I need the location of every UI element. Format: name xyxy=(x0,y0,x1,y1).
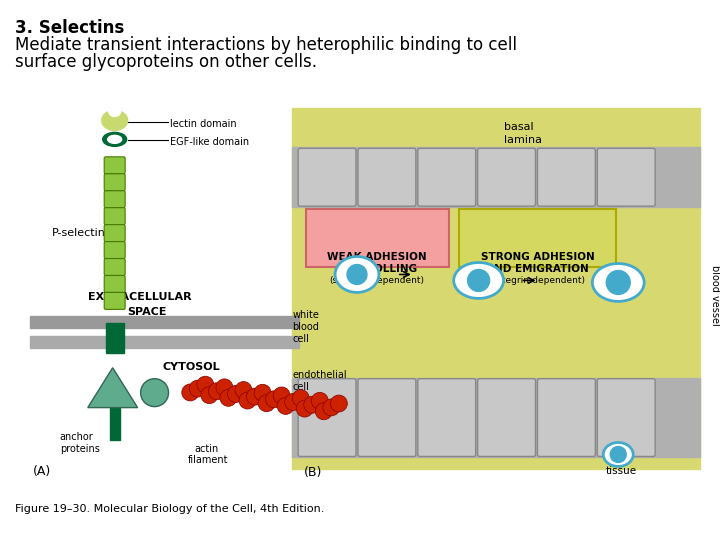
FancyBboxPatch shape xyxy=(104,191,125,208)
Text: endothelial: endothelial xyxy=(292,370,347,380)
Circle shape xyxy=(330,395,347,412)
Ellipse shape xyxy=(454,262,503,299)
Circle shape xyxy=(181,384,199,401)
Circle shape xyxy=(216,379,233,396)
Circle shape xyxy=(323,399,340,416)
FancyBboxPatch shape xyxy=(418,148,476,206)
FancyBboxPatch shape xyxy=(104,208,125,225)
Circle shape xyxy=(304,396,320,413)
FancyBboxPatch shape xyxy=(298,148,356,206)
Circle shape xyxy=(239,392,256,409)
Text: CYTOSOL: CYTOSOL xyxy=(163,362,220,372)
Text: EGF-like domain: EGF-like domain xyxy=(169,137,248,147)
Circle shape xyxy=(208,383,225,400)
Text: AND EMIGRATION: AND EMIGRATION xyxy=(486,264,589,274)
Text: anchor: anchor xyxy=(60,431,94,442)
Circle shape xyxy=(296,400,313,417)
Bar xyxy=(292,109,700,469)
Circle shape xyxy=(258,395,275,411)
Text: actin: actin xyxy=(194,443,219,454)
Text: blood: blood xyxy=(292,322,319,332)
Circle shape xyxy=(611,447,626,462)
Ellipse shape xyxy=(603,442,633,467)
Text: P-selectin: P-selectin xyxy=(52,228,106,238)
Circle shape xyxy=(197,376,214,393)
FancyBboxPatch shape xyxy=(537,379,595,456)
Circle shape xyxy=(468,269,490,292)
Ellipse shape xyxy=(102,111,127,130)
Text: (integrin-dependent): (integrin-dependent) xyxy=(490,276,585,285)
Circle shape xyxy=(254,384,271,401)
Text: (selectin-dependent): (selectin-dependent) xyxy=(330,276,424,285)
Circle shape xyxy=(277,397,294,414)
Text: lamina: lamina xyxy=(503,136,541,145)
Circle shape xyxy=(347,265,367,285)
FancyBboxPatch shape xyxy=(104,225,125,241)
Circle shape xyxy=(220,389,237,406)
FancyBboxPatch shape xyxy=(418,379,476,456)
Ellipse shape xyxy=(103,132,127,146)
Circle shape xyxy=(292,390,309,407)
Circle shape xyxy=(228,386,244,402)
Text: proteins: proteins xyxy=(60,443,99,454)
Circle shape xyxy=(284,394,302,410)
Text: STRONG ADHESION: STRONG ADHESION xyxy=(480,252,594,262)
Text: lectin domain: lectin domain xyxy=(169,119,236,130)
Text: (A): (A) xyxy=(33,465,51,478)
Circle shape xyxy=(606,271,630,294)
Text: WEAK ADHESION: WEAK ADHESION xyxy=(327,252,427,262)
Bar xyxy=(109,390,120,440)
Bar xyxy=(306,209,449,267)
Bar xyxy=(106,323,124,353)
Bar xyxy=(292,377,700,457)
Bar xyxy=(459,209,616,267)
Text: (B): (B) xyxy=(304,467,323,480)
Text: basal: basal xyxy=(503,123,534,132)
Circle shape xyxy=(266,391,282,408)
Text: EXTRACELLULAR: EXTRACELLULAR xyxy=(88,292,192,302)
Text: AND ROLLING: AND ROLLING xyxy=(337,264,417,274)
FancyBboxPatch shape xyxy=(298,379,356,456)
Polygon shape xyxy=(88,368,138,408)
FancyBboxPatch shape xyxy=(358,148,416,206)
FancyBboxPatch shape xyxy=(477,379,536,456)
Bar xyxy=(30,316,299,328)
Ellipse shape xyxy=(593,264,644,301)
Text: blood vessel: blood vessel xyxy=(710,265,720,325)
Text: filament: filament xyxy=(187,455,228,465)
Circle shape xyxy=(246,388,264,405)
Circle shape xyxy=(189,380,207,397)
Text: Mediate transient interactions by heterophilic binding to cell: Mediate transient interactions by hetero… xyxy=(15,36,517,53)
Circle shape xyxy=(273,387,290,404)
FancyBboxPatch shape xyxy=(104,241,125,259)
Text: white: white xyxy=(292,310,319,320)
FancyBboxPatch shape xyxy=(358,379,416,456)
Circle shape xyxy=(235,382,252,399)
FancyBboxPatch shape xyxy=(104,174,125,191)
FancyBboxPatch shape xyxy=(598,379,655,456)
Text: surface glycoproteins on other cells.: surface glycoproteins on other cells. xyxy=(15,52,317,71)
Text: 3. Selectins: 3. Selectins xyxy=(15,19,125,37)
Text: cell: cell xyxy=(292,382,309,392)
Bar xyxy=(292,147,700,207)
Bar xyxy=(30,336,299,348)
Ellipse shape xyxy=(109,106,121,117)
Circle shape xyxy=(311,393,328,409)
FancyBboxPatch shape xyxy=(477,148,536,206)
Text: Figure 19–30. Molecular Biology of the Cell, 4th Edition.: Figure 19–30. Molecular Biology of the C… xyxy=(15,504,324,514)
Circle shape xyxy=(140,379,168,407)
Ellipse shape xyxy=(108,136,122,143)
FancyBboxPatch shape xyxy=(104,157,125,174)
FancyBboxPatch shape xyxy=(104,293,125,309)
Ellipse shape xyxy=(335,256,379,293)
Text: tissue: tissue xyxy=(606,467,636,476)
FancyBboxPatch shape xyxy=(104,259,125,275)
Circle shape xyxy=(201,387,218,403)
Circle shape xyxy=(315,403,332,420)
FancyBboxPatch shape xyxy=(537,148,595,206)
FancyBboxPatch shape xyxy=(104,275,125,293)
Text: SPACE: SPACE xyxy=(127,307,167,317)
Text: cell: cell xyxy=(292,334,309,344)
FancyBboxPatch shape xyxy=(598,148,655,206)
